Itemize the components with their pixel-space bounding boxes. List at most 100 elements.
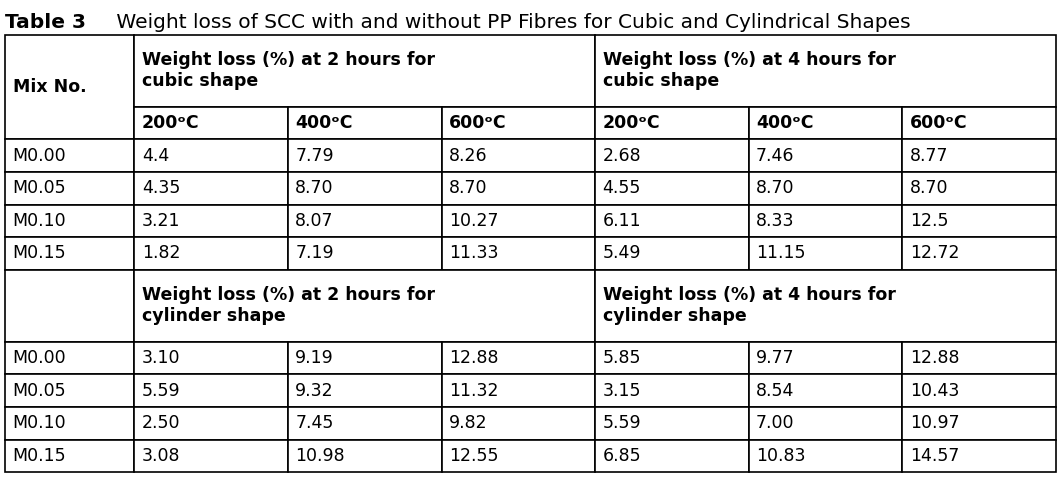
Text: 8.70: 8.70 [910,179,948,197]
Bar [5,407,134,439]
Bar [902,204,1056,237]
Bar [595,407,749,439]
Text: 4.35: 4.35 [142,179,180,197]
Bar [595,374,749,407]
Text: Weight loss of SCC with and without PP Fibres for Cubic and Cylindrical Shapes: Weight loss of SCC with and without PP F… [110,13,911,32]
Text: 8.70: 8.70 [449,179,488,197]
Bar [595,139,749,172]
Bar [441,106,595,139]
Text: 12.72: 12.72 [910,245,960,262]
Bar [749,341,902,374]
Bar [134,439,288,472]
Bar [134,172,288,204]
Text: Table 3: Table 3 [5,13,87,32]
Bar [749,172,902,204]
Bar [288,341,441,374]
Text: 5.59: 5.59 [602,414,641,432]
Bar [749,106,902,139]
Bar [902,439,1056,472]
Text: 12.55: 12.55 [449,447,498,465]
Bar [902,106,1056,139]
Text: 400ᵒC: 400ᵒC [295,114,352,132]
Text: 10.97: 10.97 [910,414,960,432]
Bar [595,270,1056,341]
Bar [134,204,288,237]
Text: 6.85: 6.85 [602,447,641,465]
Bar [441,407,595,439]
Bar [288,172,441,204]
Bar [5,35,134,139]
Bar [749,439,902,472]
Text: 8.54: 8.54 [756,382,795,400]
Bar [134,270,595,341]
Bar [134,35,595,106]
Bar [288,237,441,270]
Text: 2.50: 2.50 [142,414,180,432]
Bar [595,172,749,204]
Bar [288,106,441,139]
Bar [902,172,1056,204]
Bar [441,237,595,270]
Text: 600ᵒC: 600ᵒC [910,114,967,132]
Text: Weight loss (%) at 2 hours for
cubic shape: Weight loss (%) at 2 hours for cubic sha… [142,51,435,90]
Text: 200ᵒC: 200ᵒC [602,114,660,132]
Bar [441,172,595,204]
Bar [288,204,441,237]
Text: 7.46: 7.46 [756,147,795,165]
Bar [595,106,749,139]
Text: 8.33: 8.33 [756,212,795,230]
Text: M0.10: M0.10 [13,212,67,230]
Bar [595,35,1056,106]
Text: M0.00: M0.00 [13,349,67,367]
Text: 8.70: 8.70 [756,179,795,197]
Bar [5,341,134,374]
Bar [595,237,749,270]
Text: 400ᵒC: 400ᵒC [756,114,814,132]
Bar [5,172,134,204]
Text: 4.55: 4.55 [602,179,641,197]
Text: 7.19: 7.19 [295,245,334,262]
Text: 12.88: 12.88 [449,349,498,367]
Text: M0.05: M0.05 [13,179,67,197]
Bar [134,374,288,407]
Text: 12.88: 12.88 [910,349,960,367]
Text: 3.10: 3.10 [142,349,180,367]
Bar [441,204,595,237]
Bar [441,341,595,374]
Bar [441,139,595,172]
Text: 2.68: 2.68 [602,147,641,165]
Bar [5,439,134,472]
Bar [902,139,1056,172]
Text: Weight loss (%) at 2 hours for
cylinder shape: Weight loss (%) at 2 hours for cylinder … [142,286,435,325]
Text: 7.00: 7.00 [756,414,795,432]
Text: 9.82: 9.82 [449,414,488,432]
Text: 11.32: 11.32 [449,382,498,400]
Bar [441,374,595,407]
Text: 5.85: 5.85 [602,349,641,367]
Text: 9.32: 9.32 [295,382,334,400]
Text: 10.98: 10.98 [295,447,345,465]
Text: Mix No.: Mix No. [13,78,87,96]
Text: M0.15: M0.15 [13,245,67,262]
Text: 8.07: 8.07 [295,212,334,230]
Text: 7.79: 7.79 [295,147,334,165]
Text: 10.83: 10.83 [756,447,805,465]
Text: 10.43: 10.43 [910,382,959,400]
Bar [5,139,134,172]
Text: 7.45: 7.45 [295,414,333,432]
Text: M0.15: M0.15 [13,447,67,465]
Bar [595,204,749,237]
Text: M0.10: M0.10 [13,414,67,432]
Bar [749,204,902,237]
Text: 8.70: 8.70 [295,179,334,197]
Text: 9.77: 9.77 [756,349,795,367]
Bar [441,439,595,472]
Text: 5.59: 5.59 [142,382,180,400]
Text: 9.19: 9.19 [295,349,334,367]
Text: 6.11: 6.11 [602,212,641,230]
Text: 1.82: 1.82 [142,245,180,262]
Text: 12.5: 12.5 [910,212,948,230]
Bar [5,270,134,341]
Bar [5,374,134,407]
Bar [749,407,902,439]
